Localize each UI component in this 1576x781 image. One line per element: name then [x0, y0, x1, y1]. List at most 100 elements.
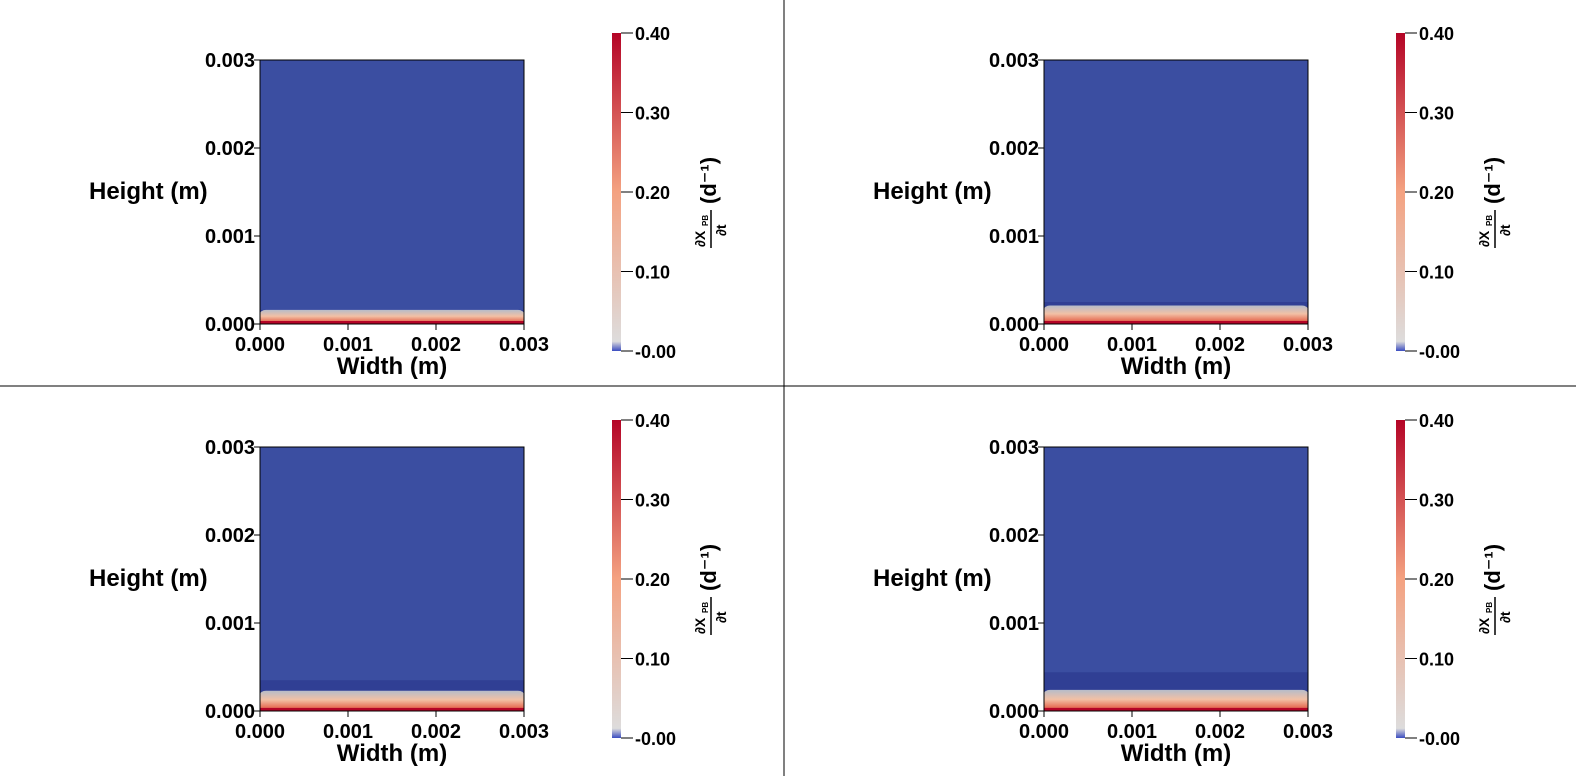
- colorbar: [612, 420, 621, 738]
- field-background: [1044, 60, 1308, 324]
- x-tick-label: 0.000: [1019, 334, 1069, 356]
- colorbar-tick-label: 0.20: [635, 183, 670, 203]
- colorbar-tick-label: 0.30: [635, 104, 670, 124]
- x-tick-label: 0.001: [1107, 334, 1157, 356]
- colorbar-tick-label: 0.30: [1419, 491, 1454, 511]
- colorbar-tick-label: 0.40: [1419, 24, 1454, 44]
- colorbar-title-subscript: PB: [701, 602, 710, 613]
- x-axis-label: Width (m): [337, 740, 447, 767]
- y-tick-label: 0.002: [205, 138, 255, 160]
- colorbar-tick-label: -0.00: [635, 729, 676, 749]
- y-axis-label: Height (m): [89, 565, 208, 592]
- colorbar-title-denominator: ∂t: [1497, 611, 1513, 623]
- colorbar-tick-label: -0.00: [1419, 342, 1460, 362]
- x-axis-label: Width (m): [337, 353, 447, 380]
- colorbar-title-unit: (d⁻¹): [696, 544, 721, 591]
- colorbar-tick-label: 0.30: [1419, 104, 1454, 124]
- x-tick-label: 0.003: [1283, 334, 1333, 356]
- y-tick-label: 0.000: [205, 701, 255, 723]
- colorbar-title-numerator: ∂X: [692, 617, 708, 634]
- y-tick-label: 0.003: [989, 50, 1039, 72]
- x-tick-label: 0.002: [411, 334, 461, 356]
- colorbar-title-numerator: ∂X: [1476, 617, 1492, 634]
- biofilm-band: [1044, 305, 1308, 324]
- colorbar-title-denominator: ∂t: [713, 611, 729, 623]
- x-tick-label: 0.000: [1019, 721, 1069, 743]
- y-tick-label: 0.003: [205, 437, 255, 459]
- x-tick-label: 0.001: [323, 334, 373, 356]
- colorbar-tick-label: 0.10: [635, 263, 670, 283]
- x-tick-label: 0.003: [499, 334, 549, 356]
- biofilm-band: [260, 309, 524, 324]
- y-axis-label: Height (m): [873, 565, 992, 592]
- colorbar: [1396, 420, 1405, 738]
- y-tick-label: 0.000: [205, 314, 255, 336]
- colorbar-tick-label: 0.10: [635, 650, 670, 670]
- biofilm-base: [1044, 708, 1308, 711]
- y-tick-label: 0.000: [989, 314, 1039, 336]
- y-tick-label: 0.002: [989, 525, 1039, 547]
- colorbar-title-denominator: ∂t: [713, 224, 729, 236]
- colorbar-tick-label: 0.10: [1419, 263, 1454, 283]
- y-tick-label: 0.002: [205, 525, 255, 547]
- plot-frame: [259, 446, 525, 712]
- colorbar-tick-label: 0.10: [1419, 650, 1454, 670]
- colorbar-title-numerator: ∂X: [1476, 230, 1492, 247]
- x-tick-label: 0.001: [1107, 721, 1157, 743]
- colorbar-tick-label: 0.20: [635, 570, 670, 590]
- biofilm-base: [260, 708, 524, 711]
- y-tick-label: 0.001: [205, 226, 255, 248]
- colorbar-title: ∂X PB∂t (d⁻¹): [1476, 157, 1513, 248]
- colorbar-title-numerator: ∂X: [692, 230, 708, 247]
- x-tick-label: 0.002: [411, 721, 461, 743]
- x-tick-label: 0.002: [1195, 334, 1245, 356]
- colorbar-tick-label: 0.20: [1419, 183, 1454, 203]
- x-tick-label: 0.000: [235, 721, 285, 743]
- x-tick-label: 0.000: [235, 334, 285, 356]
- colorbar: [1396, 33, 1405, 351]
- panel-3: 0.000 0.001 0.002 0.003 0.000 0.001 0.002 0.003…: [89, 411, 729, 767]
- colorbar-tick-label: 0.30: [635, 491, 670, 511]
- colorbar-title-unit: (d⁻¹): [1480, 157, 1505, 204]
- x-tick-label: 0.001: [323, 721, 373, 743]
- biofilm-band: [260, 690, 524, 711]
- colorbar-tick-label: -0.00: [1419, 729, 1460, 749]
- panel-4: 0.000 0.001 0.002 0.003 0.000 0.001 0.002 0.003…: [873, 411, 1513, 767]
- colorbar-title-subscript: PB: [1485, 602, 1494, 613]
- colorbar-title: ∂X PB∂t (d⁻¹): [692, 544, 729, 635]
- biofilm-base: [260, 321, 524, 324]
- colorbar-title-subscript: PB: [1485, 215, 1494, 226]
- plot-frame: [259, 59, 525, 325]
- biofilm-base: [1044, 321, 1308, 324]
- panel-2: 0.000 0.001 0.002 0.003 0.000 0.001 0.002 0.003…: [873, 24, 1513, 380]
- colorbar-tick-label: 0.40: [635, 24, 670, 44]
- colorbar-tick-label: -0.00: [635, 342, 676, 362]
- colorbar-title-subscript: PB: [701, 215, 710, 226]
- colorbar-title-unit: (d⁻¹): [1480, 544, 1505, 591]
- colorbar-tick-label: 0.40: [1419, 411, 1454, 431]
- field-background: [260, 60, 524, 324]
- field-background: [1044, 447, 1308, 711]
- y-axis-label: Height (m): [873, 178, 992, 205]
- colorbar-title-denominator: ∂t: [1497, 224, 1513, 236]
- field-background: [260, 447, 524, 711]
- x-axis-label: Width (m): [1121, 353, 1231, 380]
- y-tick-label: 0.001: [205, 613, 255, 635]
- x-tick-label: 0.002: [1195, 721, 1245, 743]
- y-tick-label: 0.003: [205, 50, 255, 72]
- colorbar-tick-label: 0.20: [1419, 570, 1454, 590]
- plot-frame: [1043, 59, 1309, 325]
- colorbar-title: ∂X PB∂t (d⁻¹): [1476, 544, 1513, 635]
- x-tick-label: 0.003: [1283, 721, 1333, 743]
- panel-1: 0.000 0.001 0.002 0.003 0.000 0.001 0.002 0.003…: [89, 24, 729, 380]
- y-tick-label: 0.001: [989, 613, 1039, 635]
- colorbar: [612, 33, 621, 351]
- y-tick-label: 0.001: [989, 226, 1039, 248]
- x-axis-label: Width (m): [1121, 740, 1231, 767]
- colorbar-title-unit: (d⁻¹): [696, 157, 721, 204]
- colorbar-tick-label: 0.40: [635, 411, 670, 431]
- y-tick-label: 0.000: [989, 701, 1039, 723]
- y-tick-label: 0.003: [989, 437, 1039, 459]
